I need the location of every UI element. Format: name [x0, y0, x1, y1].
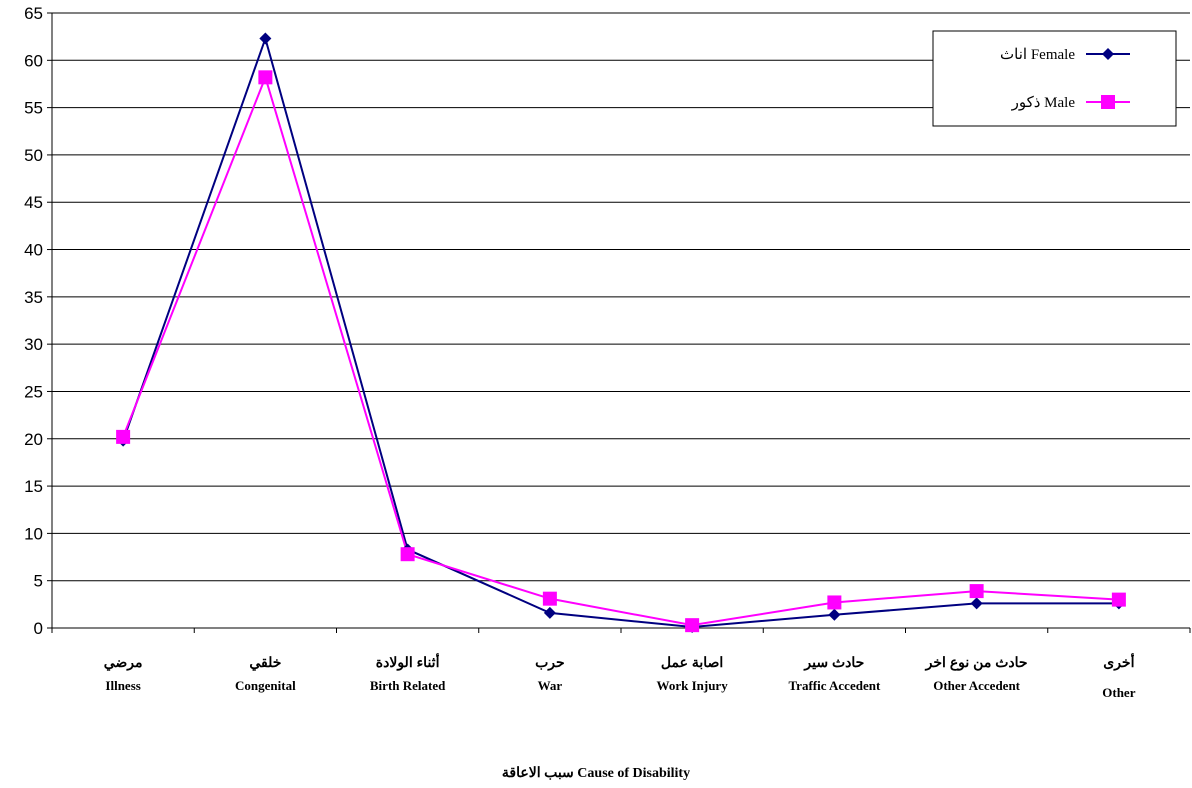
- y-tick-label: 40: [24, 241, 43, 260]
- y-tick-label: 25: [24, 382, 43, 401]
- y-tick-label: 50: [24, 146, 43, 165]
- x-axis-label: سبب الاعاقة Cause of Disability: [502, 766, 690, 781]
- x-category-label-en: Illness: [105, 678, 140, 693]
- data-point-diamond: [828, 608, 841, 621]
- x-category-label-ar: أخرى: [1103, 652, 1134, 671]
- x-category-label-ar: مرضي: [104, 654, 143, 671]
- data-point-square: [400, 547, 415, 562]
- x-category-label-en: Traffic Accedent: [788, 678, 880, 693]
- data-point-diamond: [543, 606, 556, 619]
- y-tick-label: 10: [24, 524, 43, 543]
- data-point-square: [685, 618, 700, 633]
- y-tick-label: 15: [24, 477, 43, 496]
- x-category-label-en: Other: [1102, 685, 1135, 700]
- y-tick-label: 45: [24, 193, 43, 212]
- legend-label: اناث Female: [1000, 47, 1075, 63]
- x-category-label-en: War: [538, 678, 563, 693]
- data-point-diamond: [970, 597, 983, 610]
- y-tick-label: 5: [34, 572, 43, 591]
- data-point-diamond: [1102, 48, 1114, 60]
- data-point-square: [1101, 95, 1115, 109]
- series-layer: [116, 32, 1126, 634]
- y-tick-label: 20: [24, 430, 43, 449]
- x-axis-categories: مرضي Illness خلقي Congenital أثناء الولادة Bi…: [104, 652, 1136, 700]
- y-tick-label: 0: [34, 619, 43, 638]
- y-tick-label: 35: [24, 288, 43, 307]
- data-point-square: [542, 591, 557, 606]
- legend: اناث Female ذكور Male: [932, 30, 1177, 127]
- data-point-square: [969, 584, 984, 599]
- data-point-square: [827, 595, 842, 610]
- x-category-label-ar: أثناء الولادة: [376, 652, 440, 671]
- y-axis-ticks: 0 5 10 15 20 25 30 35 40 45 50 55 60 65: [24, 4, 52, 638]
- legend-box: [932, 30, 1177, 127]
- series-line-0: [122, 35, 1119, 629]
- x-category-label-en: Other Accedent: [933, 678, 1020, 693]
- x-category-label-ar: اصابة عمل: [661, 654, 723, 670]
- y-tick-label: 30: [24, 335, 43, 354]
- x-category-label-ar: حادث سير: [803, 654, 864, 671]
- series-line-1: [122, 74, 1119, 627]
- x-category-label-ar: خلقي: [249, 654, 281, 671]
- x-category-label-ar: حرب: [535, 654, 565, 671]
- y-tick-label: 60: [24, 51, 43, 70]
- x-category-label-en: Work Injury: [657, 678, 729, 693]
- data-point-square: [116, 429, 131, 444]
- x-category-label-ar: حادث من نوع اخر: [925, 654, 1028, 671]
- y-tick-label: 55: [24, 99, 43, 118]
- x-category-label-en: Congenital: [235, 678, 296, 693]
- data-point-square: [1111, 592, 1126, 607]
- x-category-label-en: Birth Related: [370, 678, 446, 693]
- legend-label: ذكور Male: [1011, 95, 1076, 111]
- data-point-square: [258, 70, 273, 85]
- y-tick-label: 65: [24, 4, 43, 23]
- axes: [51, 13, 1191, 633]
- data-point-diamond: [259, 32, 272, 45]
